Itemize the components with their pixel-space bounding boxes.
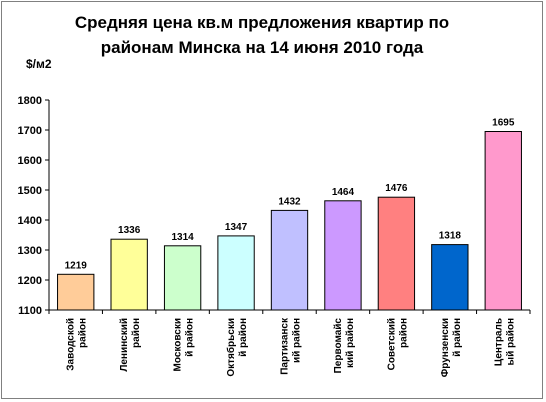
x-tick-label: Советский район	[386, 318, 409, 370]
x-tick-label-line: Ленинский	[119, 318, 130, 372]
x-tick-label: Заводской район	[66, 318, 89, 371]
data-label: 1219	[65, 260, 88, 271]
x-tick-label: Октябрьски й район	[225, 318, 249, 377]
y-tick-label: 1100	[18, 305, 42, 317]
data-label: 1314	[171, 232, 194, 243]
x-tick-label: Партизанск ий район	[280, 317, 303, 375]
bar	[163, 245, 202, 311]
data-label: 1432	[278, 196, 301, 207]
x-tick-label: Московски й район	[173, 318, 196, 371]
x-tick-label-line: ий район	[292, 318, 303, 363]
x-tick-label-line: Первомайс	[333, 318, 344, 374]
x-tick-label-line: Партизанск	[280, 317, 291, 375]
data-label: 1464	[332, 187, 355, 198]
x-tick-label-line: Советский	[386, 318, 397, 370]
y-tick-label: 1200	[18, 275, 42, 287]
x-tick-label-line: Октябрьски	[225, 318, 237, 377]
x-tick-label-line: район	[78, 318, 89, 348]
y-tick-label: 1400	[18, 215, 42, 227]
y-tick-label: 1500	[18, 185, 42, 197]
x-tick-label-line: район	[131, 318, 142, 348]
bar	[270, 209, 309, 311]
x-tick-label-line: район	[398, 318, 409, 348]
x-tick-label-line: кий район	[345, 318, 356, 368]
x-tick-label-line: Фрунзенски	[440, 318, 451, 377]
y-tick-label: 1700	[18, 125, 42, 137]
x-tick-label-line: Заводской	[66, 318, 77, 371]
chart-title: Средняя цена кв.м предложения квартир по…	[74, 13, 450, 57]
x-tick-label-line: й район	[238, 318, 249, 357]
x-tick-label: Фрунзенски й район	[440, 318, 463, 377]
bar	[484, 131, 522, 311]
x-tick-label-line: й район	[452, 318, 463, 357]
bar	[431, 244, 469, 311]
bar	[217, 235, 255, 311]
data-label: 1336	[118, 225, 141, 236]
bar	[110, 238, 148, 311]
data-label: 1347	[225, 222, 248, 233]
bar	[324, 200, 362, 311]
x-tick-label: Ленинский район	[119, 318, 142, 372]
x-tick-label: Первомайс кий район	[333, 318, 356, 374]
data-label: 1318	[439, 231, 462, 242]
x-tick-label-line: й район	[185, 318, 196, 357]
y-axis-unit-label: $/м2	[26, 57, 52, 71]
data-label: 1476	[385, 183, 408, 194]
bar	[57, 273, 95, 311]
y-tick-label: 1800	[18, 95, 42, 107]
x-tick-label: Централь ый район	[493, 318, 516, 366]
bar	[377, 196, 416, 311]
data-label: 1695	[492, 118, 515, 129]
x-tick-label-line: Централь	[493, 318, 504, 366]
y-tick-label: 1600	[18, 155, 42, 167]
x-tick-label-line: ый район	[505, 318, 516, 365]
y-tick-label: 1300	[18, 245, 42, 257]
x-tick-label-line: Московски	[173, 318, 184, 371]
